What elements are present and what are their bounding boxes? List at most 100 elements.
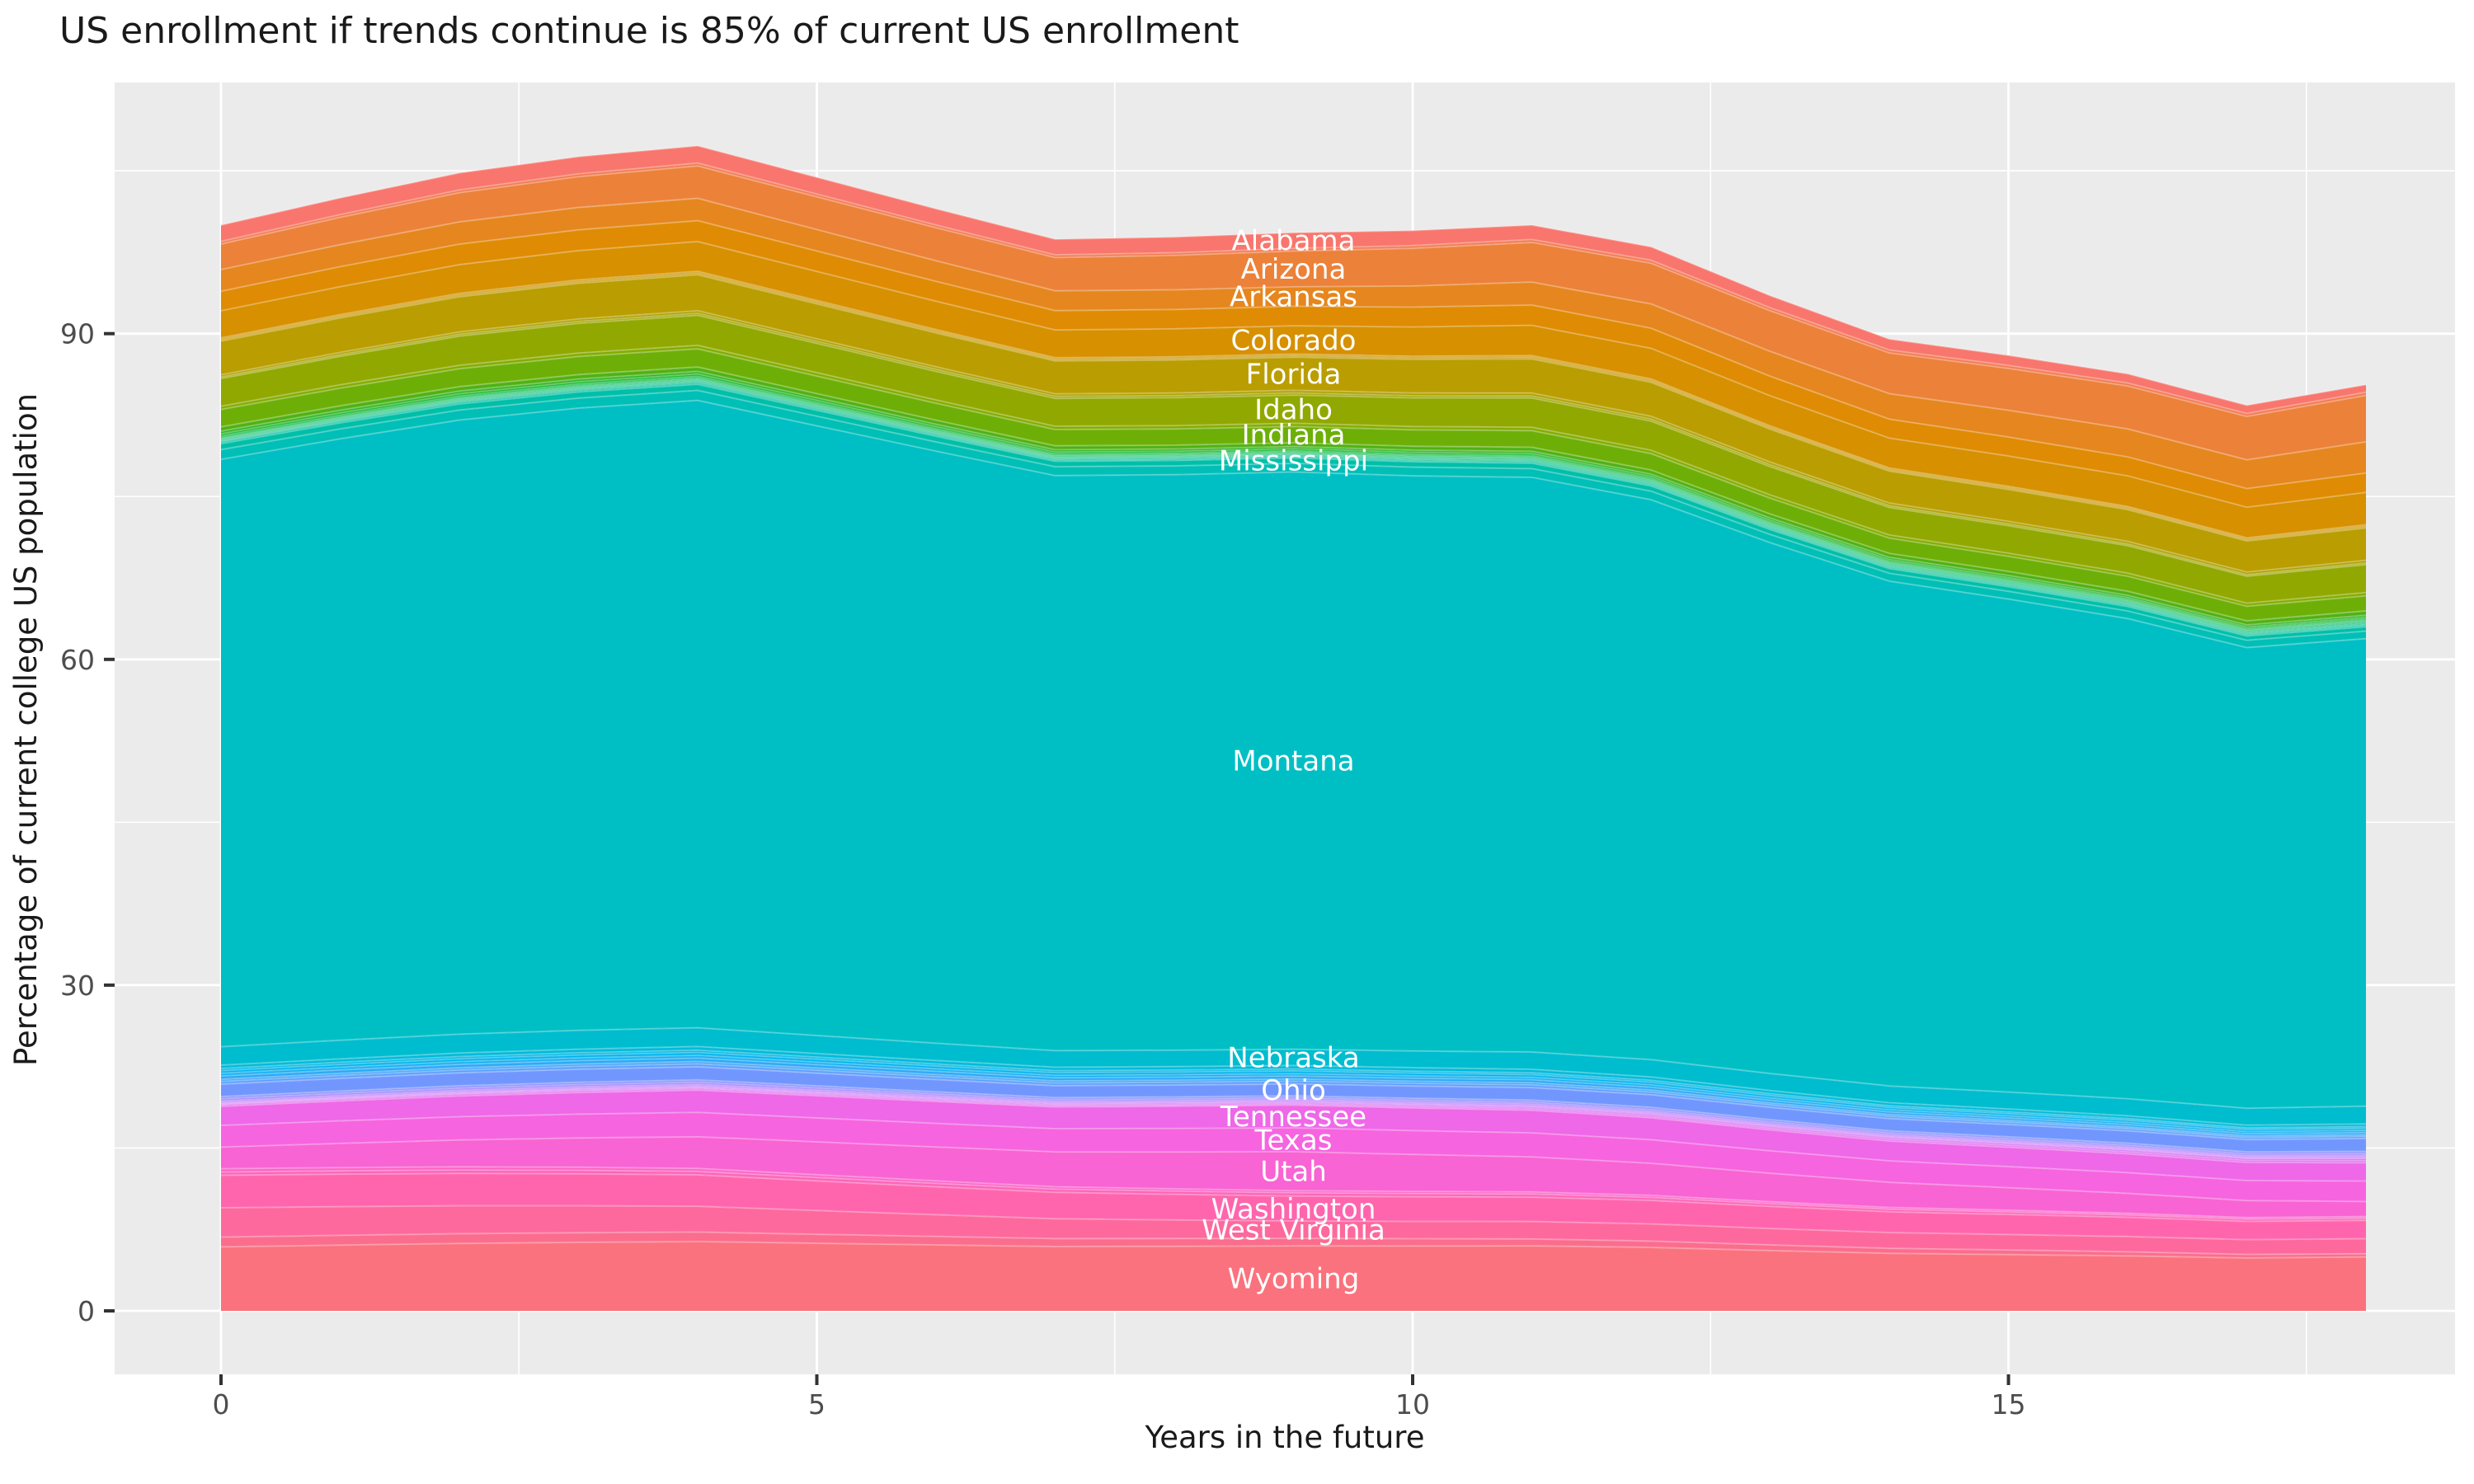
state-label-arkansas: Arkansas — [1230, 281, 1357, 314]
area-virginia — [221, 1170, 2366, 1222]
axes: 0 30 60 90 0 5 10 15 — [60, 318, 2026, 1421]
separator-south-dakota — [220, 1087, 2367, 1162]
y-tick-label: 30 — [60, 970, 95, 1002]
area-missouri — [221, 390, 2366, 648]
separator-washington — [220, 1172, 2367, 1223]
separator-california — [220, 219, 2367, 490]
area-alaska — [221, 162, 2366, 417]
area-north-carolina — [221, 1061, 2366, 1138]
area-nevada — [221, 1046, 2366, 1128]
separator-mississippi — [220, 383, 2367, 637]
area-georgia — [221, 310, 2366, 575]
area-illinois — [221, 345, 2366, 607]
y-tick-label: 60 — [60, 644, 95, 676]
state-label-montana: Montana — [1232, 745, 1354, 778]
x-axis-title: Years in the future — [1145, 1420, 1425, 1455]
area-idaho — [221, 315, 2366, 603]
separator-alabama — [220, 144, 2367, 406]
state-label-colorado: Colorado — [1231, 324, 1357, 357]
separator-new-mexico — [220, 1054, 2367, 1133]
state-label-mississippi: Mississippi — [1219, 445, 1368, 478]
separator-virginia — [220, 1169, 2367, 1220]
area-utah — [221, 1136, 2366, 1218]
separator-arizona — [220, 165, 2367, 418]
state-label-tennessee: Tennessee — [1220, 1101, 1366, 1134]
area-oregon — [221, 1082, 2366, 1156]
area-new-jersey — [221, 1052, 2366, 1132]
area-new-mexico — [221, 1055, 2366, 1134]
separator-maryland — [220, 378, 2367, 632]
y-tick-label: 90 — [60, 318, 95, 350]
separator-south-carolina — [220, 1086, 2367, 1160]
area-nebraska — [221, 1027, 2366, 1125]
state-label-nebraska: Nebraska — [1227, 1041, 1359, 1074]
state-label-indiana: Indiana — [1242, 419, 1346, 452]
area-rhode-island — [221, 1086, 2366, 1159]
separator-hawaii — [220, 312, 2367, 575]
separator-vermont — [220, 1166, 2367, 1219]
state-label-washington: Washington — [1211, 1193, 1376, 1226]
separator-oregon — [220, 1081, 2367, 1155]
separator-texas — [220, 1111, 2367, 1182]
y-tick-label: 0 — [78, 1295, 95, 1327]
separator-illinois — [220, 344, 2367, 604]
area-kentucky — [221, 373, 2366, 629]
separator-colorado — [220, 241, 2367, 509]
x-tick-label: 5 — [808, 1388, 825, 1421]
separator-wisconsin — [220, 1231, 2367, 1256]
area-north-dakota — [221, 1064, 2366, 1140]
area-hawaii — [221, 313, 2366, 576]
separator-arkansas — [220, 197, 2367, 461]
separator-rhode-island — [220, 1085, 2367, 1158]
area-indiana — [221, 349, 2366, 622]
separator-missouri — [220, 389, 2367, 641]
separator-iowa — [220, 366, 2367, 622]
area-mississippi — [221, 384, 2366, 641]
separator-tennessee — [220, 1089, 2367, 1164]
area-iowa — [221, 367, 2366, 626]
area-kansas — [221, 371, 2366, 627]
area-wyoming — [221, 1241, 2366, 1311]
area-colorado — [221, 242, 2366, 538]
state-label-arizona: Arizona — [1241, 253, 1347, 286]
separator-kentucky — [220, 373, 2367, 628]
separator-oklahoma — [220, 1078, 2367, 1153]
area-south-carolina — [221, 1087, 2366, 1161]
area-washington — [221, 1173, 2366, 1240]
area-west-virginia — [221, 1205, 2366, 1255]
separator-delaware — [220, 272, 2367, 541]
chart-title: US enrollment if trends continue is 85% … — [59, 10, 1239, 52]
area-california — [221, 220, 2366, 508]
separator-idaho — [220, 314, 2367, 577]
area-tennessee — [221, 1090, 2366, 1181]
area-texas — [221, 1112, 2366, 1202]
separator-pennsylvania — [220, 1083, 2367, 1157]
area-delaware — [221, 273, 2366, 542]
area-ohio — [221, 1066, 2366, 1153]
separator-montana — [220, 399, 2367, 649]
area-new-hampshire — [221, 1050, 2366, 1129]
state-label-florida: Florida — [1246, 358, 1342, 391]
separator-nevada — [220, 1045, 2367, 1126]
area-separators — [220, 144, 2367, 1259]
state-label-ohio: Ohio — [1261, 1074, 1326, 1107]
area-arkansas — [221, 198, 2366, 489]
area-wisconsin — [221, 1232, 2366, 1258]
separator-massachusetts — [220, 379, 2367, 633]
state-label-utah: Utah — [1260, 1156, 1327, 1189]
area-arizona — [221, 166, 2366, 460]
separator-north-dakota — [220, 1063, 2367, 1139]
separator-connecticut — [220, 270, 2367, 539]
separator-louisiana — [220, 375, 2367, 630]
separator-new-jersey — [220, 1051, 2367, 1130]
separator-west-virginia — [220, 1205, 2367, 1241]
separator-maine — [220, 377, 2367, 631]
area-alabama — [221, 145, 2366, 414]
state-label-idaho: Idaho — [1254, 393, 1333, 426]
x-tick-label: 15 — [1992, 1388, 2026, 1421]
area-vermont — [221, 1167, 2366, 1219]
y-axis-title: Percentage of current college US populat… — [8, 393, 44, 1066]
